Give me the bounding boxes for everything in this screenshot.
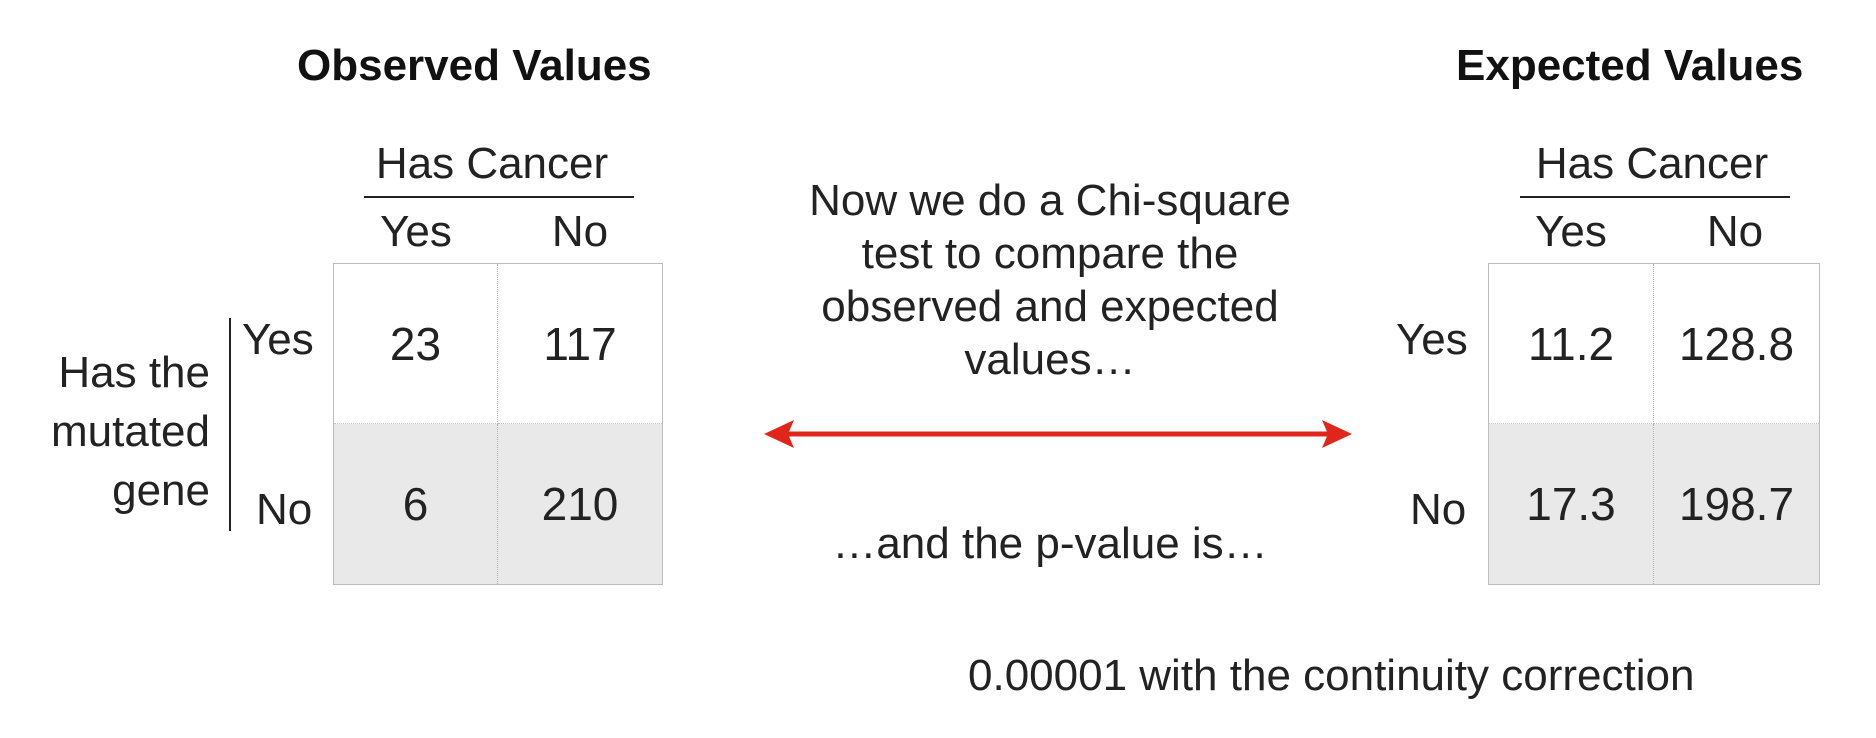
observed-values-table: 23 117 6 210 bbox=[333, 263, 663, 585]
observed-row-no-label: No bbox=[256, 485, 313, 534]
observed-cell-yes-no: 117 bbox=[498, 264, 662, 424]
observed-col-yes-label: Yes bbox=[380, 207, 452, 256]
arrow-head-left bbox=[764, 420, 794, 448]
observed-row-group-bar bbox=[229, 318, 231, 531]
observed-cell-no-yes: 6 bbox=[334, 424, 498, 584]
observed-column-group-label: Has Cancer bbox=[375, 139, 609, 188]
observed-col-no-label: No bbox=[551, 207, 609, 256]
expected-cell-no-yes: 17.3 bbox=[1489, 424, 1654, 584]
expected-column-group-rule bbox=[1520, 196, 1790, 198]
observed-cell-no-no: 210 bbox=[498, 424, 662, 584]
expected-cell-yes-no: 128.8 bbox=[1654, 264, 1819, 424]
expected-column-group-label: Has Cancer bbox=[1535, 139, 1769, 188]
expected-values-title: Expected Values bbox=[1456, 41, 1804, 90]
expected-row-no-label: No bbox=[1410, 485, 1467, 534]
observed-column-group-rule bbox=[364, 196, 634, 198]
observed-cell-yes-yes: 23 bbox=[334, 264, 498, 424]
arrow-head-right bbox=[1322, 420, 1352, 448]
pvalue-intro: …and the p-value is… bbox=[832, 519, 1268, 568]
pvalue-result: 0.00001 with the continuity correction bbox=[968, 651, 1695, 700]
observed-row-group-label: Has the mutated gene bbox=[51, 348, 210, 515]
expected-cell-no-no: 198.7 bbox=[1654, 424, 1819, 584]
double-headed-arrow-icon bbox=[764, 420, 1352, 448]
observed-row-yes-label: Yes bbox=[242, 315, 314, 364]
observed-values-title: Observed Values bbox=[297, 41, 652, 90]
expected-values-table: 11.2 128.8 17.3 198.7 bbox=[1488, 263, 1820, 585]
expected-col-no-label: No bbox=[1706, 207, 1764, 256]
expected-cell-yes-yes: 11.2 bbox=[1489, 264, 1654, 424]
expected-col-yes-label: Yes bbox=[1535, 207, 1607, 256]
chi-square-explanation: Now we do a Chi-square test to compare t… bbox=[809, 176, 1291, 384]
expected-row-yes-label: Yes bbox=[1396, 315, 1468, 364]
